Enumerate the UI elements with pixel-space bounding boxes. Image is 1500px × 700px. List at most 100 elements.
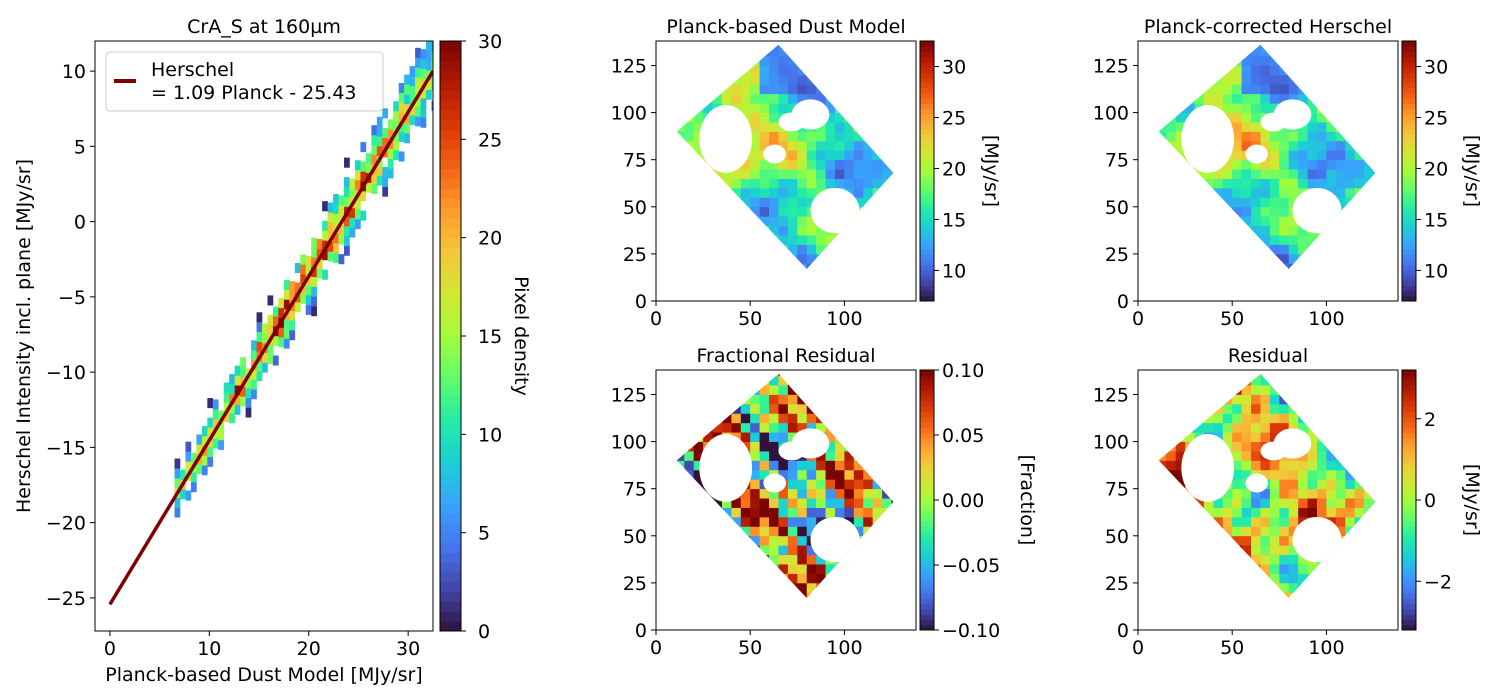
density-cell [393, 140, 400, 151]
map-pixel [1269, 507, 1280, 518]
map-pixel [1175, 460, 1186, 471]
map-pixel [787, 131, 798, 142]
map-pixel [853, 479, 864, 490]
map-pixel [1194, 93, 1205, 104]
map-pixel [816, 507, 826, 518]
colorbar-segment [920, 82, 934, 89]
density-cell [371, 154, 378, 165]
x-tick-label: 50 [738, 637, 762, 659]
map-pixel [1298, 469, 1308, 480]
map-pixel [1288, 564, 1299, 574]
masked-region [1245, 144, 1268, 164]
colorbar-segment [920, 380, 934, 387]
density-cell [360, 190, 367, 202]
density-cell [327, 231, 334, 242]
map-pixel [750, 526, 761, 537]
colorbar-segment [1402, 567, 1416, 574]
density-cell [278, 307, 285, 318]
colorbar-segment [440, 50, 461, 62]
y-tick-label: 50 [623, 526, 647, 548]
map-pixel [1345, 169, 1356, 179]
map-pixel [787, 159, 798, 170]
density-cell [354, 160, 361, 171]
map-pixel [787, 206, 798, 217]
map-pixel [684, 122, 695, 132]
map-pixel [1279, 244, 1290, 255]
colorbar-segment [1402, 197, 1416, 203]
colorbar-segment [440, 70, 461, 81]
density-cell [245, 397, 252, 408]
map-pixel [778, 413, 789, 424]
map-pixel [844, 150, 855, 161]
map-pixel [712, 169, 723, 179]
colorbar-segment [920, 494, 934, 501]
map-pixel [1260, 526, 1271, 537]
map-pixel [759, 498, 770, 508]
map-pixel [1335, 460, 1346, 471]
map-pixel [825, 178, 836, 189]
map-pixel [693, 122, 704, 132]
map-pixel [1288, 244, 1299, 255]
map-pixel [1260, 460, 1271, 471]
map-pixel [1166, 460, 1177, 471]
colorbar-segment [920, 228, 934, 234]
y-tick-label: 25 [1105, 244, 1129, 266]
map-pixel [778, 206, 789, 217]
map-pixel [693, 140, 704, 151]
map-pixel [1251, 122, 1261, 132]
colorbar-segment [920, 275, 934, 281]
map-pixel [1288, 582, 1299, 593]
map-pixel [825, 103, 836, 113]
map-pixel [797, 564, 808, 574]
map-pixel [1307, 451, 1318, 461]
density-cell [333, 233, 339, 244]
map-pixel [1326, 498, 1337, 508]
map-pixel [759, 403, 770, 414]
map-pixel [863, 507, 874, 518]
density-cell [218, 439, 225, 450]
map-pixel [797, 573, 808, 584]
map-pixel [778, 564, 789, 574]
density-cell [190, 452, 197, 463]
map-pixel [1260, 469, 1271, 480]
map-pixel [787, 74, 798, 85]
map-pixel [787, 413, 798, 424]
colorbar-label: Pixel density [510, 276, 532, 396]
colorbar-segment [440, 100, 461, 111]
map-pixel [759, 84, 770, 95]
density-cell [272, 306, 279, 317]
chart-title: Fractional Residual [696, 345, 875, 367]
colorbar-segment [440, 601, 461, 612]
chart-title: Planck-based Dust Model [666, 16, 905, 38]
map-pixel [1316, 469, 1327, 480]
map-pixel [1279, 507, 1290, 518]
colorbar-segment [1402, 474, 1416, 480]
colorbar-segment [920, 108, 934, 115]
y-tick-label: 100 [611, 103, 647, 125]
map-pixel [1232, 516, 1243, 527]
colorbar-segment [920, 614, 934, 621]
map-pixel [1251, 74, 1261, 85]
density-cell [283, 338, 290, 349]
map-pixel [863, 178, 874, 189]
colorbar-segment [920, 150, 934, 156]
map-pixel [1279, 197, 1290, 208]
y-tick-label: −5 [58, 287, 86, 309]
colorbar: 0 5 10 15 20 25 30 Pixel density [439, 31, 532, 643]
map-pixel [797, 507, 808, 518]
map-pixel [797, 413, 808, 424]
density-cell [431, 51, 433, 62]
map-pixel [1251, 507, 1261, 518]
x-tick-label: 50 [1220, 308, 1244, 330]
map-pixel [806, 564, 817, 574]
map-pixel [750, 488, 761, 499]
colorbar-segment [1402, 541, 1416, 548]
x-tick-label: 100 [826, 637, 862, 659]
map-pixel [1298, 150, 1308, 161]
map-pixel [750, 112, 761, 123]
map-pixel [1298, 235, 1308, 245]
density-cell [382, 176, 389, 187]
map-pixel [721, 84, 732, 95]
y-tick-label: 100 [1093, 103, 1129, 125]
map-pixel [1326, 150, 1337, 161]
